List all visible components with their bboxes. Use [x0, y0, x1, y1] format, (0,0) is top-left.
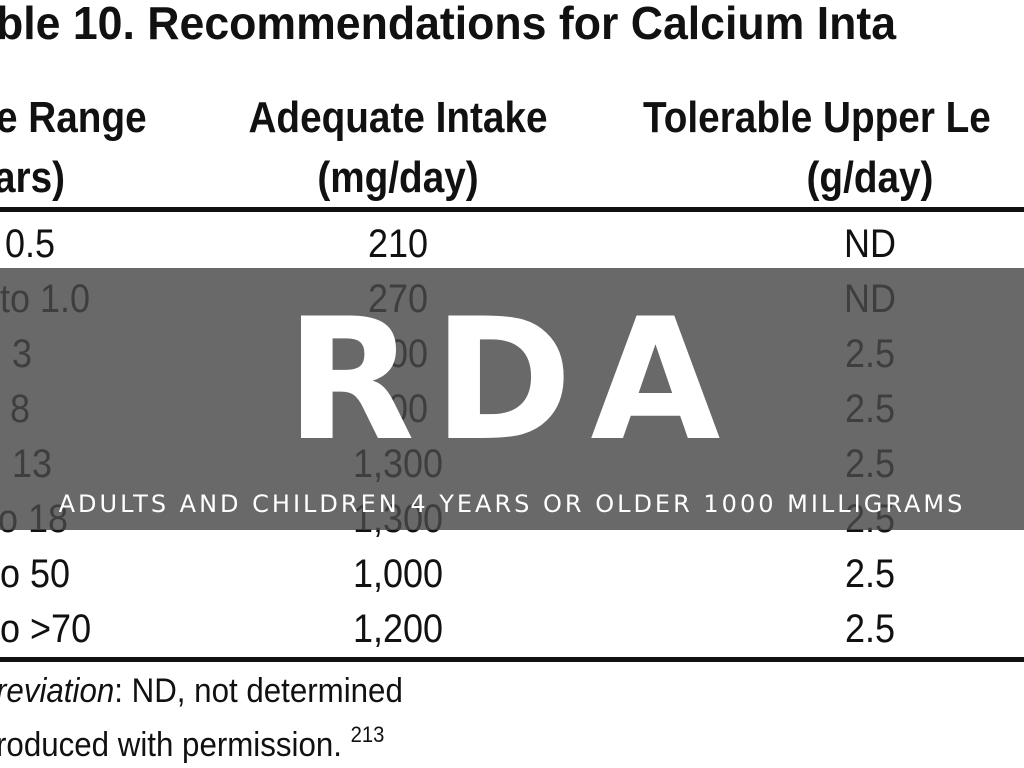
table-rule: [0, 207, 1024, 212]
table-cell: 2.5: [844, 607, 896, 651]
footnote-italic: reviation: [0, 672, 115, 710]
header: e Range: [0, 93, 147, 142]
overlay-subtitle: ADULTS AND CHILDREN 4 YEARS OR OLDER 100…: [58, 490, 966, 518]
source-ref: 213: [350, 722, 385, 747]
table-cell: 1,200: [352, 607, 444, 651]
table-title: ble 10. Recommendations for Calcium Inta: [0, 0, 897, 49]
table-cell: o >70: [0, 607, 92, 651]
header: Tolerable Upper Le: [643, 93, 991, 142]
overlay-band: [0, 268, 1024, 530]
footnote-text: : ND, not determined: [114, 672, 403, 710]
source: roduced with permission. 213: [0, 722, 385, 764]
table-cell: ND: [843, 222, 897, 266]
table-rule: [0, 657, 1024, 662]
overlay-title: RDA: [285, 282, 739, 478]
table-cell: 0.5: [5, 222, 56, 266]
header: (mg/day): [317, 153, 479, 202]
table-cell: o 50: [0, 552, 71, 596]
header: (g/day): [806, 153, 934, 202]
footnote: reviation: ND, not determined: [0, 674, 403, 708]
table-cell: 210: [367, 222, 429, 266]
table-cell: 1,000: [352, 552, 444, 596]
source-text: roduced with permission.: [0, 726, 342, 764]
header: Adequate Intake: [248, 93, 548, 142]
header: ars): [0, 153, 66, 202]
table-cell: 2.5: [844, 552, 896, 596]
